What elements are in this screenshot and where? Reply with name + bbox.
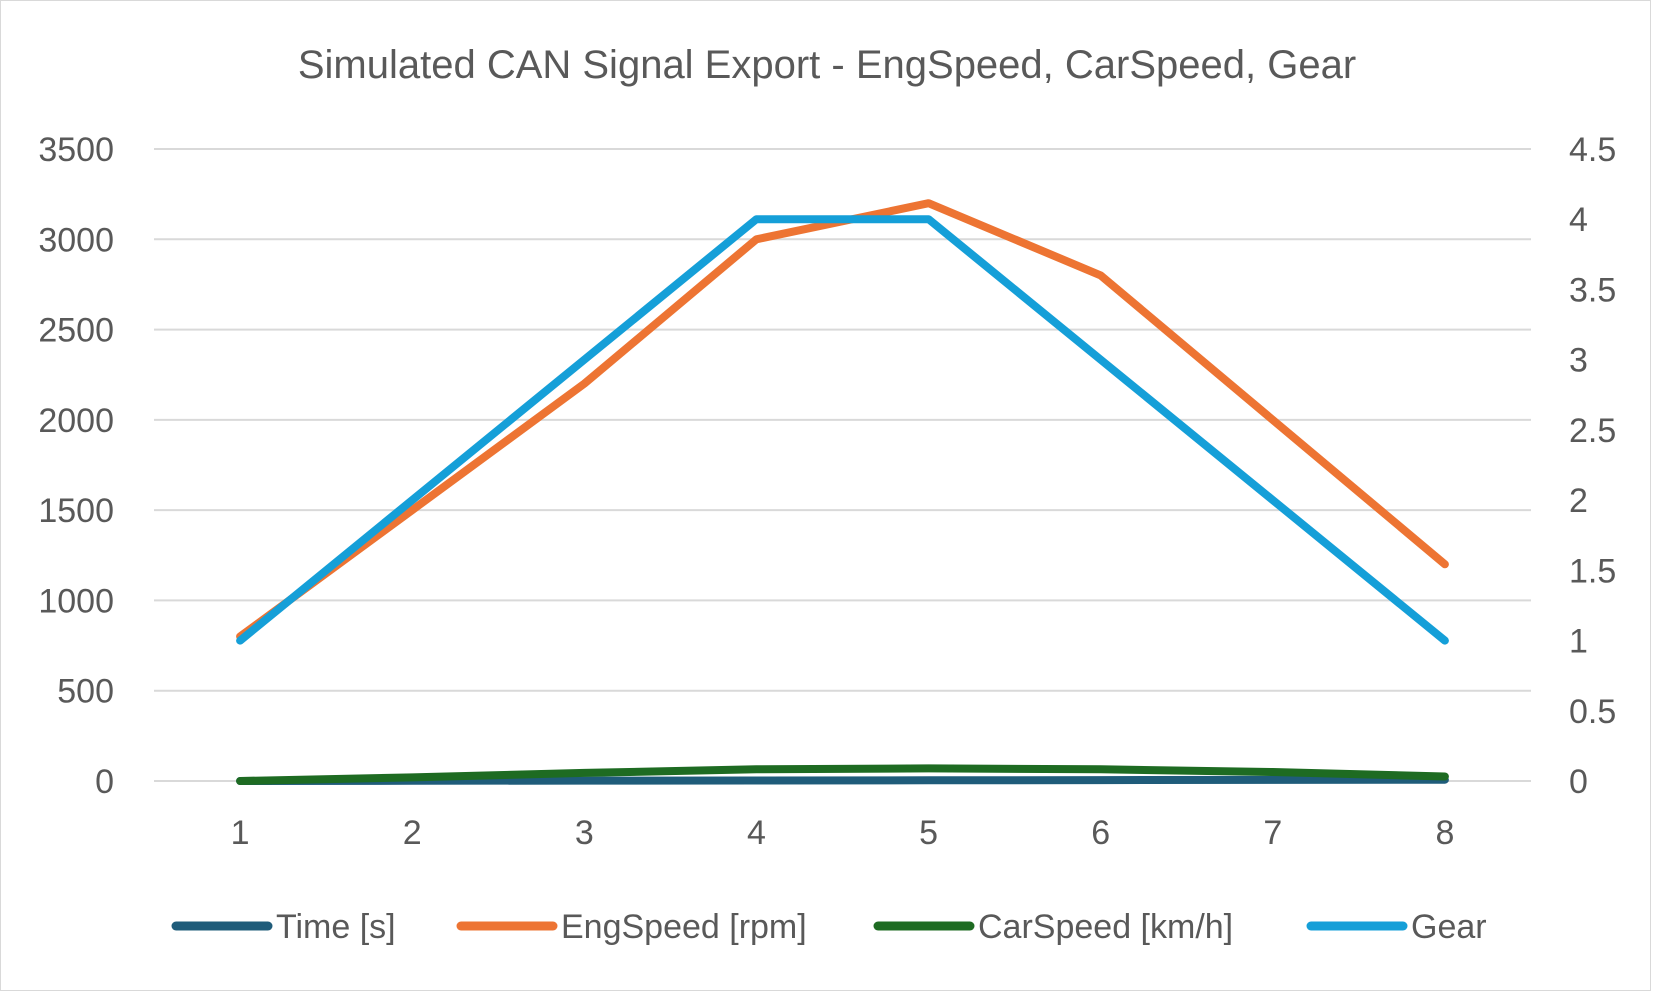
x-tick-label: 3: [575, 814, 594, 852]
series-line-carspeed-km-h: [236, 764, 1449, 785]
legend-label: Time [s]: [276, 908, 396, 946]
left-tick-label: 0: [95, 763, 114, 801]
series-line-gear: [236, 215, 1449, 645]
left-axis-ticks: 0 500 1000 1500 2000 2500 3000 3500: [38, 131, 114, 801]
right-axis-ticks: 0 0.5 1 1.5 2 2.5 3 3.5 4 4.5: [1569, 131, 1616, 801]
x-tick-label: 8: [1435, 814, 1454, 852]
left-tick-label: 2500: [38, 312, 114, 350]
right-tick-label: 0: [1569, 763, 1588, 801]
x-tick-label: 6: [1091, 814, 1110, 852]
right-tick-label: 2.5: [1569, 412, 1616, 450]
left-tick-label: 3000: [38, 221, 114, 259]
legend-label: Gear: [1411, 908, 1487, 946]
right-tick-label: 1: [1569, 623, 1588, 661]
right-tick-label: 3: [1569, 342, 1588, 380]
legend-label: CarSpeed [km/h]: [978, 908, 1233, 946]
legend: Time [s] EngSpeed [rpm] CarSpeed [km/h] Gea…: [171, 908, 1487, 946]
right-tick-label: 4.5: [1569, 131, 1616, 169]
right-tick-label: 4: [1569, 201, 1588, 239]
x-tick-label: 7: [1263, 814, 1282, 852]
right-tick-label: 3.5: [1569, 271, 1616, 309]
series-lines: [236, 199, 1449, 785]
left-tick-label: 2000: [38, 402, 114, 440]
right-tick-label: 1.5: [1569, 552, 1616, 590]
x-tick-label: 4: [747, 814, 766, 852]
x-tick-label: 1: [231, 814, 250, 852]
left-tick-label: 1000: [38, 582, 114, 620]
right-tick-label: 0.5: [1569, 693, 1616, 731]
right-tick-label: 2: [1569, 482, 1588, 520]
x-tick-label: 2: [403, 814, 422, 852]
left-tick-label: 500: [57, 673, 114, 711]
chart-title: Simulated CAN Signal Export - EngSpeed, …: [298, 43, 1356, 87]
series-line-time-s: [236, 775, 1449, 785]
left-tick-label: 1500: [38, 492, 114, 530]
x-axis-ticks: 1 2 3 4 5 6 7 8: [231, 814, 1455, 852]
legend-label: EngSpeed [rpm]: [561, 908, 807, 946]
gridlines: [154, 148, 1531, 782]
x-tick-label: 5: [919, 814, 938, 852]
left-tick-label: 3500: [38, 131, 114, 169]
